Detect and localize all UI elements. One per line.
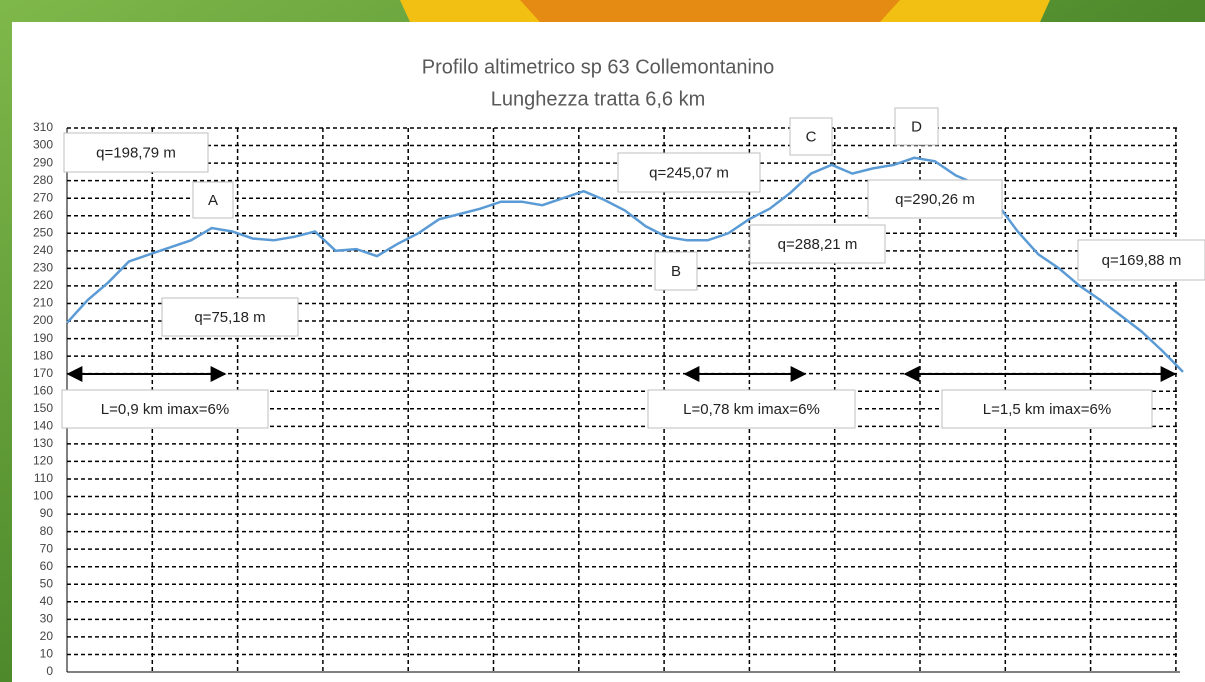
annotation-box [941,389,1153,429]
annotation-box [161,297,299,337]
y-tick-label: 310 [33,120,53,134]
annotation: L=0,9 km imax=6% [101,401,229,418]
y-tick-label: 50 [40,576,54,590]
y-tick-label: 200 [33,313,53,327]
y-tick-label: 40 [40,594,54,608]
y-tick-label: 170 [33,366,53,380]
y-tick-label: 250 [33,225,53,239]
y-tick-label: 220 [33,278,53,292]
annotation-box [1077,239,1205,281]
y-tick-label: 0 [46,664,53,678]
y-tick-label: 210 [33,296,53,310]
y-tick-label: 80 [40,524,54,538]
y-tick-label: 260 [33,208,53,222]
y-tick-label: 60 [40,559,54,573]
annotation-box [789,117,833,156]
y-tick-label: 140 [33,418,53,432]
y-tick-label: 120 [33,454,53,468]
y-tick-label: 150 [33,401,53,415]
y-tick-label: 30 [40,612,54,626]
y-tick-label: 110 [34,471,53,485]
chart-panel [12,22,1205,682]
y-tick-label: 180 [33,348,53,362]
annotation-box [63,132,209,173]
annotation: q=245,07 m [649,164,729,181]
annotation: q=290,26 m [895,191,975,208]
annotation-box [867,179,1003,219]
y-tick-label: 130 [33,436,53,450]
grid: 0 10 20 30 40 50 60 70 80 90 100 110 120 130 140 150 160… [33,120,1180,678]
annotation: L=0,78 km imax=6% [683,401,820,418]
annotation: q=75,18 m [194,309,265,326]
y-tick-label: 290 [33,155,53,169]
annotation: D [911,118,922,135]
annotation-box [61,389,269,429]
y-tick-label: 10 [40,647,54,661]
annotation: B [671,263,681,280]
annotation-box [894,107,939,146]
y-tick-label: 300 [33,138,53,152]
y-tick-label: 230 [33,261,53,275]
y-tick-label: 20 [40,629,54,643]
chart-title: Profilo altimetrico sp 63 Collemontanino [422,56,774,78]
y-tick-label: 90 [40,506,54,520]
annotation-box [617,152,761,193]
annotation: C [806,128,817,145]
annotation: q=198,79 m [96,144,176,161]
annotation-box [647,389,856,429]
annotation: A [208,192,218,209]
y-tick-label: 190 [33,331,53,345]
flower-center [520,0,900,22]
y-tick-label: 70 [40,541,54,555]
y-tick-label: 100 [33,489,53,503]
annotation-box [654,251,698,291]
y-tick-label: 280 [33,173,53,187]
y-tick-label: 160 [33,383,53,397]
chart-subtitle: Lunghezza tratta 6,6 km [491,88,706,110]
annotations: q=198,79 m Aq=75,18 m L=0,9 km imax=6% q=24… [61,107,1205,429]
annotation-box [749,224,886,264]
y-tick-label: 240 [33,243,53,257]
y-tick-label: 270 [33,190,53,204]
annotation: q=288,21 m [778,236,858,253]
annotation: q=169,88 m [1102,252,1182,269]
annotation-box [192,181,234,219]
annotation: L=1,5 km imax=6% [983,401,1111,418]
